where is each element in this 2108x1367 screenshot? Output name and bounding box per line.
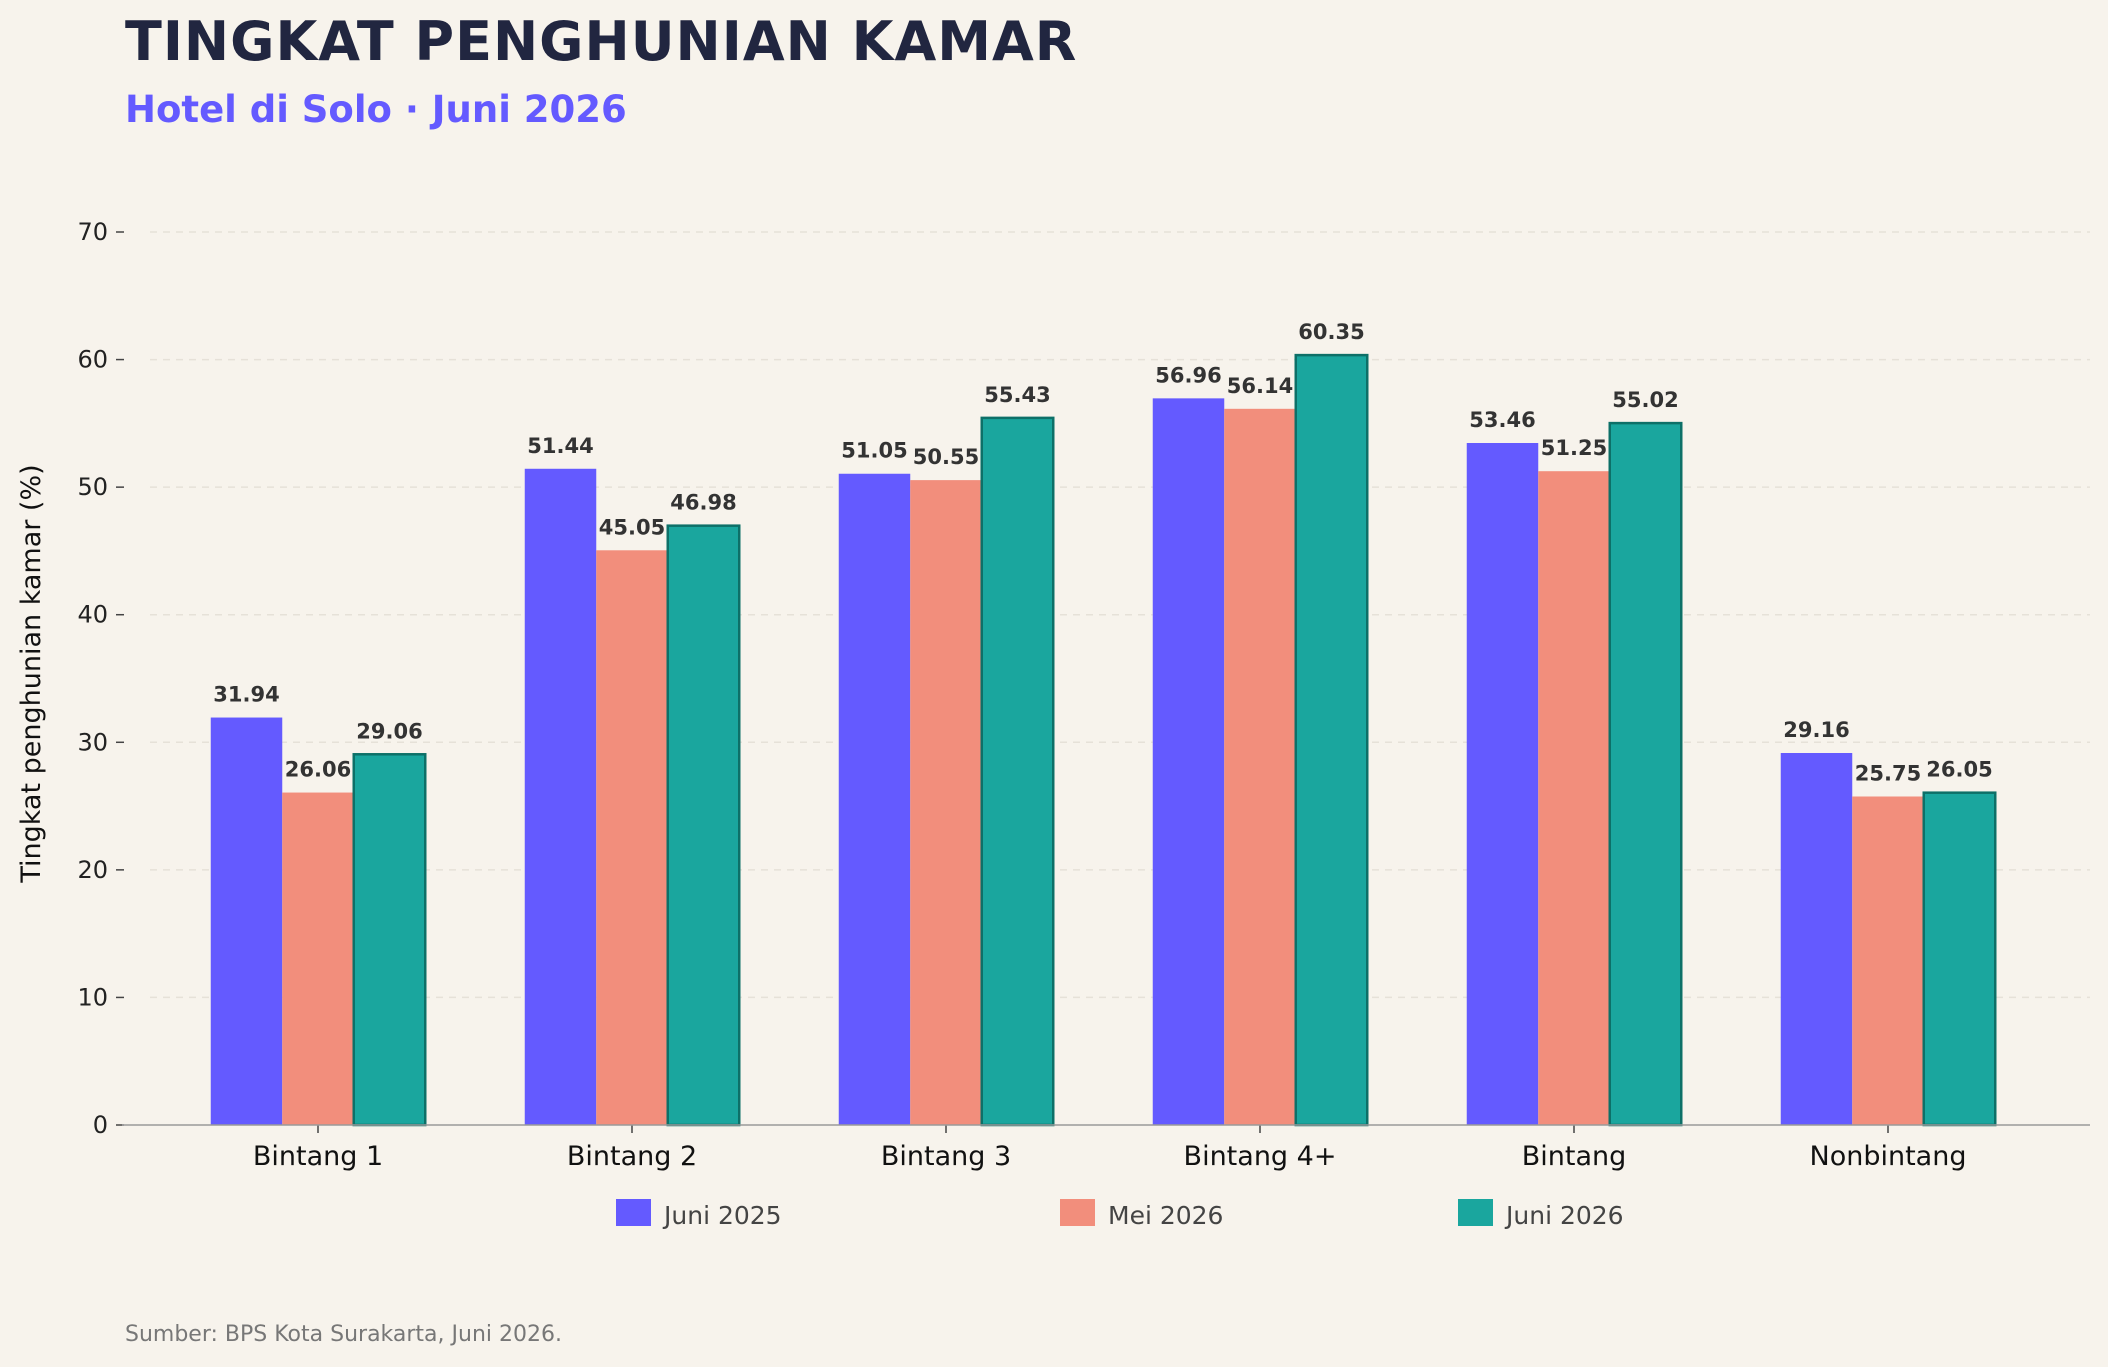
legend-swatch	[1060, 1199, 1095, 1226]
legend-swatch	[616, 1199, 651, 1226]
category-label: Bintang 2	[567, 1141, 697, 1172]
bar	[210, 717, 283, 1125]
data-label: 56.96	[1155, 363, 1221, 387]
legend-label: Juni 2025	[662, 1201, 782, 1230]
bar	[1224, 408, 1296, 1126]
data-label: 55.02	[1612, 388, 1678, 412]
y-tick-label: 40	[77, 601, 108, 629]
y-tick-label: 10	[77, 983, 108, 1011]
data-label: 51.25	[1541, 436, 1607, 460]
bar	[1152, 398, 1225, 1125]
category-label: Bintang	[1522, 1141, 1627, 1172]
legend: Juni 2025 Mei 2026 Juni 2026	[616, 1199, 1624, 1230]
bar	[1922, 791, 1997, 1127]
category-label: Bintang 3	[881, 1141, 1011, 1172]
bar	[524, 468, 597, 1125]
bar	[910, 480, 982, 1125]
bar	[596, 550, 668, 1125]
bar	[666, 524, 741, 1127]
y-tick-label: 20	[77, 856, 108, 884]
data-label: 29.16	[1783, 718, 1849, 742]
y-tick-label: 70	[77, 218, 108, 246]
data-label: 51.44	[527, 434, 593, 458]
bar	[1538, 471, 1610, 1126]
category-label: Bintang 1	[253, 1141, 383, 1172]
bar	[1608, 421, 1683, 1127]
bar	[1852, 796, 1924, 1125]
chart-title: TINGKAT PENGHUNIAN KAMAR	[125, 10, 1078, 73]
data-label: 46.98	[670, 491, 736, 515]
y-tick-label: 0	[93, 1111, 108, 1139]
data-label: 56.14	[1227, 374, 1293, 398]
legend-label: Mei 2026	[1108, 1201, 1223, 1230]
legend-swatch	[1458, 1199, 1493, 1226]
y-axis-title: Tingkat penghunian kamar (%)	[16, 464, 47, 883]
y-tick-label: 50	[77, 473, 108, 501]
bar	[352, 753, 427, 1127]
data-label: 60.35	[1298, 320, 1364, 344]
data-label: 26.06	[285, 758, 351, 782]
bar	[838, 473, 911, 1125]
bar	[1466, 443, 1539, 1125]
source-note: Sumber: BPS Kota Surakarta, Juni 2026.	[125, 1322, 562, 1347]
bar	[980, 416, 1055, 1127]
category-label: Bintang 4+	[1184, 1141, 1337, 1172]
data-label: 29.06	[356, 719, 422, 743]
category-label: Nonbintang	[1810, 1141, 1967, 1172]
data-label: 45.05	[599, 515, 665, 539]
bar	[282, 792, 354, 1125]
data-label: 26.05	[1926, 758, 1992, 782]
chart-subtitle: Hotel di Solo · Juni 2026	[125, 88, 627, 131]
bar	[1294, 353, 1369, 1127]
data-label: 31.94	[213, 683, 279, 707]
data-label: 55.43	[984, 383, 1050, 407]
axes: 0 10 20 30 40 50 60 70 Tingkat penghunian kamar …	[16, 218, 2090, 1172]
y-tick-label: 60	[77, 346, 108, 374]
data-label: 53.46	[1469, 408, 1535, 432]
legend-label: Juni 2026	[1504, 1201, 1624, 1230]
data-label: 51.05	[841, 439, 907, 463]
bars	[210, 353, 1997, 1127]
data-label: 50.55	[913, 445, 979, 469]
bar	[1780, 753, 1853, 1125]
y-tick-label: 30	[77, 728, 108, 756]
data-label: 25.75	[1855, 762, 1921, 786]
grid-lines	[150, 231, 2090, 999]
